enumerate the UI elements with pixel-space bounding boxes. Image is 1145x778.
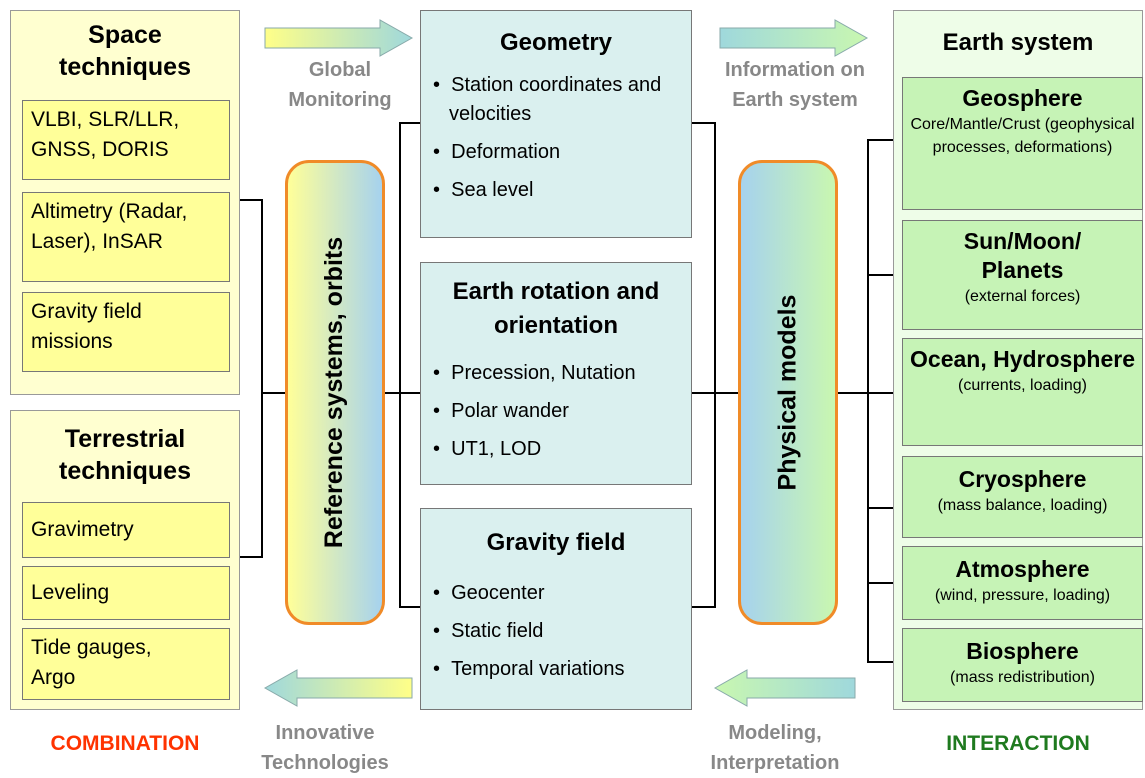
arrow-label: Modeling, Interpretation (710, 722, 840, 774)
title: Space techniques (59, 21, 191, 81)
bullet: Deformation (433, 138, 685, 167)
component-name: Atmosphere (955, 556, 1090, 582)
physical-label: Physical models (773, 294, 802, 491)
arrows (263, 19, 869, 707)
item: Tide gauges, Argo (22, 628, 230, 700)
component-name: Ocean, Hydrosphere (910, 346, 1135, 372)
component-name: Biosphere (966, 638, 1079, 664)
bullet: Precession, Nutation (433, 359, 685, 388)
item: Gravimetry (22, 502, 230, 558)
component-detail: (mass balance, loading) (937, 497, 1108, 514)
component-detail: (mass redistribution) (950, 669, 1095, 686)
component-detail: (external forces) (964, 288, 1081, 305)
bullet: Polar wander (433, 397, 685, 426)
item: Leveling (22, 566, 230, 620)
earth-component: Atmosphere (wind, pressure, loading) (902, 546, 1143, 620)
title: Gravity field (486, 529, 626, 556)
earth-component: Geosphere Core/Mantle/Crust (geophysical … (902, 77, 1143, 210)
bullet: Temporal variations (433, 655, 685, 684)
item: Altimetry (Radar, Laser), InSAR (22, 192, 230, 282)
arrow-label: Information on Earth system (725, 59, 865, 111)
earth-component: Sun/Moon/ Planets (external forces) (902, 220, 1143, 330)
earth-component: Ocean, Hydrosphere (currents, loading) (902, 338, 1143, 446)
rotation-box: Earth rotation and orientation Precessio… (420, 262, 692, 485)
title: Geometry (499, 29, 613, 56)
bullet: Sea level (433, 176, 685, 205)
reference-label: Reference systems, orbits (320, 236, 349, 549)
title: Earth rotation and orientation (452, 278, 660, 339)
physical-pill: Physical models (738, 160, 838, 625)
component-name: Sun/Moon/ Planets (963, 228, 1082, 283)
component-detail: (currents, loading) (958, 377, 1087, 394)
component-detail: Core/Mantle/Crust (geophysical processes… (910, 116, 1135, 156)
bullet: Static field (433, 617, 685, 646)
combination-label: COMBINATION (50, 732, 200, 755)
lines (240, 122, 902, 663)
component-detail: (wind, pressure, loading) (934, 587, 1111, 604)
component-name: Geosphere (962, 85, 1083, 111)
component-name: Cryosphere (958, 466, 1087, 492)
bullet: Station coordinates and velocities (433, 71, 685, 129)
item: Gravity field missions (22, 292, 230, 372)
bullet: UT1, LOD (433, 435, 685, 464)
earth-component: Cryosphere (mass balance, loading) (902, 456, 1143, 538)
arrow-label: Innovative Technologies (261, 722, 389, 774)
geometry-box: Geometry Station coordinates and velocit… (420, 10, 692, 238)
interaction-label: INTERACTION (946, 732, 1090, 755)
earth-component: Biosphere (mass redistribution) (902, 628, 1143, 702)
title: Earth system (942, 29, 1094, 56)
arrow-label: Global Monitoring (288, 59, 392, 111)
reference-pill: Reference systems, orbits (285, 160, 385, 625)
bullet: Geocenter (433, 579, 685, 608)
title: Terrestrial techniques (59, 425, 191, 485)
gravity-box: Gravity field Geocenter Static field Tempo… (420, 508, 692, 710)
item: VLBI, SLR/LLR, GNSS, DORIS (22, 100, 230, 180)
